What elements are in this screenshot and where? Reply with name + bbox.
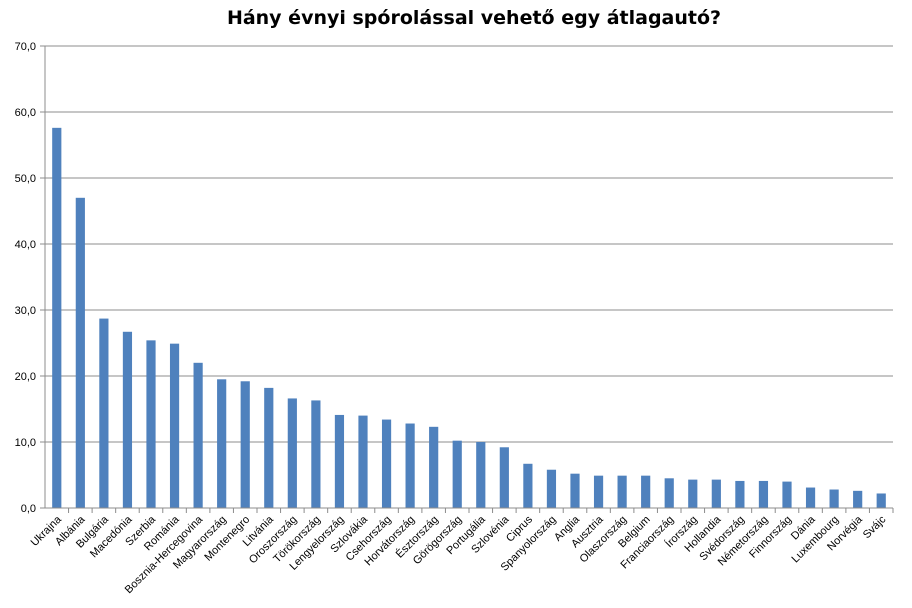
bar-Csehország [381, 419, 392, 508]
bar-Olaszország [617, 475, 627, 508]
bar-Bulgária [99, 318, 109, 508]
bar-Litvánia [264, 387, 274, 508]
y-tick-label: 60,0 [15, 107, 36, 119]
chart-title: Hány évnyi spórolással vehető egy átlaga… [227, 7, 721, 29]
bar-Románia [169, 343, 180, 508]
bar-Törökország [311, 400, 321, 508]
bar-Lengyelország [334, 414, 345, 508]
bar-Finnország [782, 481, 792, 508]
y-tick-label: 40,0 [15, 239, 36, 251]
y-tick-label: 0,0 [21, 503, 36, 515]
bar-Szlovénia [499, 447, 509, 508]
bar-Bosznia-Hercegovina [193, 362, 203, 508]
y-tick-label: 70,0 [15, 41, 36, 53]
bar-Ausztria [593, 475, 604, 508]
bar-Németország [758, 480, 769, 508]
y-tick-label: 50,0 [15, 173, 36, 185]
bar-Franciaország [664, 478, 674, 508]
bar-Ciprus [523, 463, 533, 508]
category-label: Svájc [861, 513, 889, 541]
bar-Norvégia [853, 490, 863, 508]
bar-Svájc [876, 493, 886, 508]
bar-Horvátország [405, 423, 415, 508]
bar-Anglia [570, 473, 580, 508]
y-axis-ticks: 0,0 10,0 20,0 30,0 40,0 50,0 60,0 70,0 [15, 41, 45, 515]
bar-Észtország [429, 426, 439, 508]
bar-Ukrajna [52, 127, 62, 508]
bar-Hollandia [711, 479, 721, 508]
bar-Montenegro [240, 381, 250, 508]
bar-Portugália [476, 442, 486, 508]
bar-Belgium [641, 475, 651, 508]
bars [52, 127, 886, 509]
bar-Magyarország [217, 379, 227, 508]
bar-Írország [688, 479, 698, 508]
bar-Dánia [805, 487, 816, 508]
bar-Oroszország [287, 398, 297, 508]
bar-Görögország [452, 440, 462, 508]
category-labels: UkrajnaAlbániaBulgáriaMacedóniaSzerbiaRo… [29, 508, 894, 596]
bar-Szerbia [146, 340, 156, 508]
y-tick-label: 30,0 [15, 305, 36, 317]
bar-Luxembourg [829, 489, 839, 508]
y-tick-label: 10,0 [15, 437, 36, 449]
bar-Svédország [735, 480, 745, 508]
bar-Macedónia [122, 331, 133, 508]
bar-Szlovákia [358, 415, 368, 508]
gridlines [45, 45, 893, 443]
bar-Albánia [75, 197, 85, 509]
y-tick-label: 20,0 [15, 371, 36, 383]
bar-Spanyolország [546, 469, 557, 508]
